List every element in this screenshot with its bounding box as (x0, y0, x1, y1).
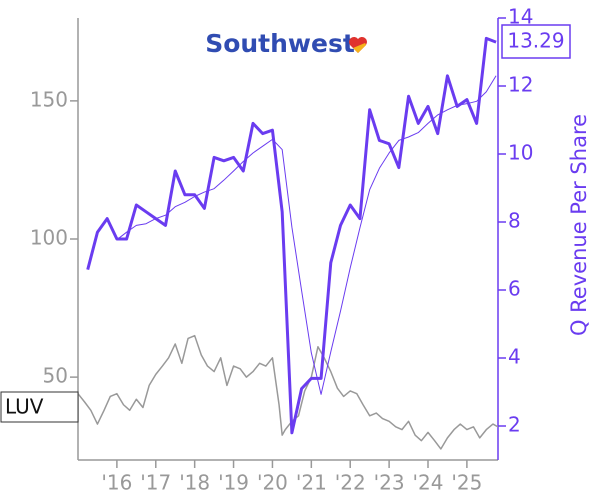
logo-heart (349, 37, 367, 53)
logo-heart-stripe (353, 43, 366, 53)
x-tick-label: '19 (218, 471, 249, 495)
y-tick-label: 50 (43, 364, 68, 388)
ticker-box (0, 391, 79, 423)
y2-tick-label: 12 (508, 73, 533, 97)
y-tick-label: 100 (30, 226, 68, 250)
series-line (77, 334, 499, 450)
last-value-label: 13.29 (507, 29, 564, 53)
x-tick-label: '18 (179, 471, 210, 495)
x-tick-label: '21 (296, 471, 327, 495)
y2-tick-label: 2 (508, 413, 521, 437)
y-tick-label: 150 (30, 87, 68, 111)
y2-tick-label: 10 (508, 141, 533, 165)
x-tick-label: '22 (335, 471, 366, 495)
logo-text: Southwest (205, 29, 355, 58)
last-value-box (501, 24, 571, 59)
y2-tick-label: 14 (508, 5, 533, 29)
x-tick-label: '24 (413, 471, 444, 495)
y2-tick-label: 6 (508, 277, 521, 301)
series-line (116, 75, 497, 395)
x-tick-label: '20 (257, 471, 288, 495)
x-tick-label: '25 (451, 471, 482, 495)
x-tick-label: '23 (374, 471, 405, 495)
y2-tick-label: 8 (508, 209, 521, 233)
x-tick-label: '16 (101, 471, 132, 495)
y2-tick-label: 4 (508, 345, 521, 369)
series-line (86, 36, 497, 435)
ticker-label: LUV (5, 395, 44, 419)
y2-axis-label: Q Revenue Per Share (567, 114, 591, 336)
x-tick-label: '17 (140, 471, 171, 495)
